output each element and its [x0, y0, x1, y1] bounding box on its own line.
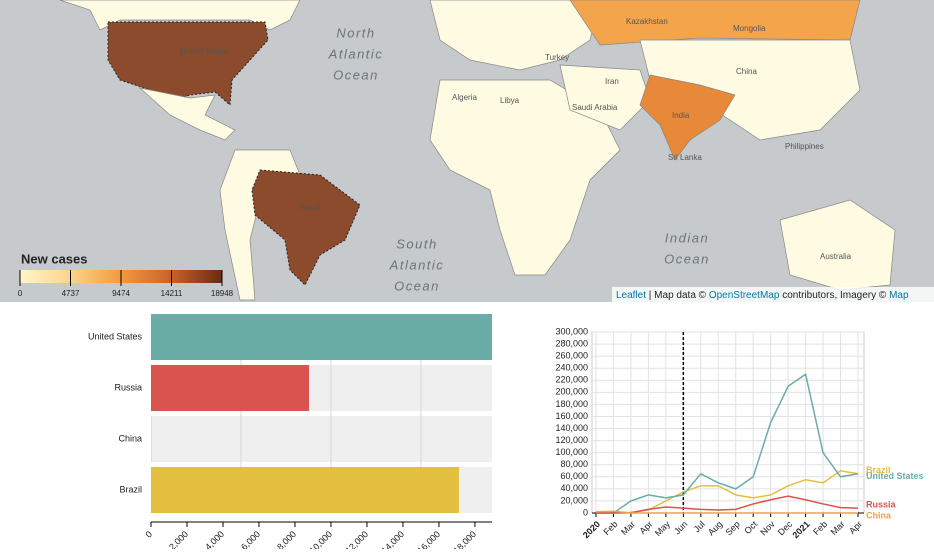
category-label: Brazil: [119, 484, 142, 494]
ocean-label: Ocean: [664, 251, 710, 266]
x-tick-label: 10,000: [308, 529, 335, 549]
link[interactable]: Map: [889, 290, 909, 301]
x-tick-label: Jun: [672, 519, 689, 536]
y-tick-label: 140,000: [555, 423, 588, 433]
bar: [151, 314, 492, 360]
legend-title: New cases: [21, 251, 88, 266]
x-tick-label: 4,000: [203, 529, 226, 549]
ocean-label: Ocean: [394, 278, 440, 293]
y-tick-label: 0: [583, 507, 588, 517]
x-tick-label: 8,000: [275, 529, 298, 549]
country-label: Kazakhstan: [626, 17, 668, 26]
attribution-text: | Map data ©: [646, 290, 709, 301]
x-tick-label: 18,000: [451, 529, 478, 549]
country-label: Iran: [605, 77, 619, 86]
category-label: United States: [88, 331, 143, 341]
y-tick-label: 120,000: [555, 435, 588, 445]
y-tick-label: 40,000: [560, 483, 588, 493]
x-tick-label: 16,000: [416, 529, 443, 549]
country-label: Libya: [500, 96, 520, 105]
country-label: Algeria: [452, 93, 477, 102]
x-tick-label: Feb: [811, 519, 829, 537]
x-tick-label: 2021: [790, 519, 811, 540]
bar: [151, 467, 459, 513]
y-tick-label: 260,000: [555, 351, 588, 361]
y-tick-label: 240,000: [555, 363, 588, 373]
country-label: Philippines: [785, 142, 824, 151]
x-tick-label: Apr: [847, 519, 864, 536]
ocean-label: North: [336, 25, 375, 40]
y-tick-label: 180,000: [555, 399, 588, 409]
ocean-label: Atlantic: [328, 46, 384, 61]
legend-tick-label: 4737: [62, 289, 80, 298]
country-label: Brazil: [300, 203, 320, 212]
y-tick-label: 20,000: [560, 495, 588, 505]
y-tick-label: 160,000: [555, 411, 588, 421]
country-label: China: [736, 67, 757, 76]
country-label: Sri Lanka: [668, 153, 702, 162]
legend-tick-label: 9474: [112, 289, 130, 298]
x-tick-label: Mar: [829, 519, 847, 537]
attribution: Leaflet | Map data © OpenStreetMap contr…: [616, 290, 909, 301]
category-label: Russia: [114, 382, 142, 392]
legend-tick-label: 14211: [161, 289, 183, 298]
x-tick-label: 0: [143, 529, 154, 540]
y-tick-label: 100,000: [555, 447, 588, 457]
country-label: Turkey: [545, 53, 569, 62]
x-tick-label: Oct: [742, 519, 759, 536]
x-tick-label: 2,000: [167, 529, 190, 549]
ocean-label: Ocean: [333, 67, 379, 82]
link[interactable]: OpenStreetMap: [709, 290, 780, 301]
russia: [570, 0, 860, 45]
series-label: United States: [866, 471, 924, 481]
country-label: Australia: [820, 252, 852, 261]
ocean-label: South: [396, 236, 437, 251]
y-tick-label: 60,000: [560, 471, 588, 481]
bar-track: [151, 416, 492, 462]
ocean-label: Indian: [665, 230, 709, 245]
country-label: Mongolia: [733, 24, 766, 33]
x-tick-label: 14,000: [380, 529, 407, 549]
category-label: China: [118, 433, 142, 443]
y-tick-label: 300,000: [555, 326, 588, 336]
y-tick-label: 280,000: [555, 338, 588, 348]
x-tick-label: 2020: [581, 519, 602, 540]
link[interactable]: Leaflet: [616, 290, 646, 301]
y-tick-label: 200,000: [555, 387, 588, 397]
x-tick-label: Nov: [758, 519, 777, 538]
bar: [151, 365, 309, 411]
country-label: Saudi Arabia: [572, 103, 618, 112]
series-label: Russia: [866, 500, 897, 510]
x-tick-label: May: [653, 519, 672, 538]
x-tick-label: 12,000: [344, 529, 371, 549]
legend-tick-label: 18948: [211, 289, 234, 298]
legend-tick-label: 0: [18, 289, 23, 298]
map[interactable]: United States Brazil India China Kazakhs…: [0, 0, 934, 302]
attribution-text: contributors, Imagery ©: [779, 290, 889, 301]
x-tick-label: Mar: [619, 519, 637, 537]
ocean-label: Atlantic: [389, 257, 445, 272]
x-tick-label: Feb: [602, 519, 620, 537]
country-label: United States: [180, 47, 228, 56]
series-label: China: [866, 510, 892, 520]
y-tick-label: 220,000: [555, 375, 588, 385]
x-tick-label: Sep: [723, 519, 741, 537]
x-tick-label: Apr: [638, 519, 655, 536]
x-tick-label: 6,000: [239, 529, 262, 549]
y-tick-label: 80,000: [560, 459, 588, 469]
x-tick-label: Aug: [706, 519, 724, 537]
country-label: India: [672, 111, 690, 120]
x-tick-label: Jul: [692, 519, 707, 534]
